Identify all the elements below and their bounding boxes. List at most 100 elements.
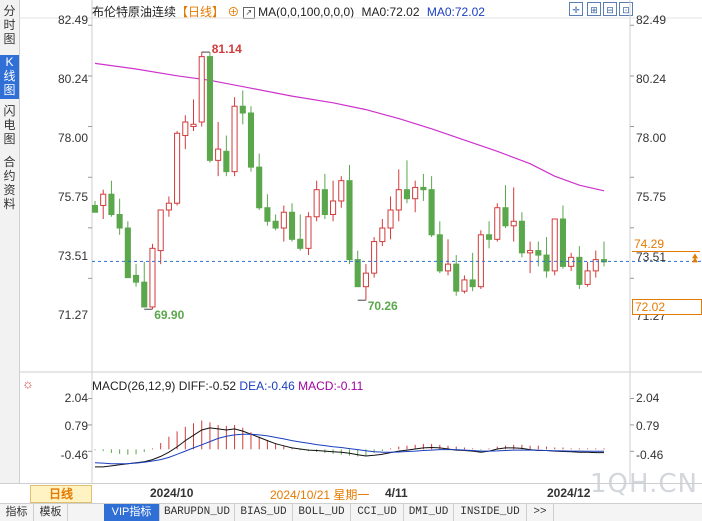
tab-cci[interactable]: CCI_UD <box>351 504 404 521</box>
candle <box>354 250 361 288</box>
tab-lightning[interactable]: 闪电图 <box>3 104 16 146</box>
candle <box>518 212 525 258</box>
candle <box>330 180 337 222</box>
candle <box>420 173 427 201</box>
candle <box>321 173 328 220</box>
candle <box>453 255 460 296</box>
tab-inside[interactable]: INSIDE_UD <box>454 504 527 521</box>
candle <box>182 115 189 150</box>
candle <box>592 250 599 278</box>
last-price-up-icon-2 <box>692 257 698 263</box>
candle-body <box>272 220 279 229</box>
tab-intraday[interactable]: 分时图 <box>3 4 16 46</box>
tab-vip-indicator[interactable]: VIP指标 <box>104 504 160 521</box>
candle <box>157 209 164 265</box>
candle-body <box>379 227 386 243</box>
candle <box>469 252 476 292</box>
candle-body <box>182 121 189 137</box>
crosshair-icon[interactable]: ✛ <box>569 2 583 16</box>
candle-body <box>510 220 517 227</box>
candle <box>215 122 222 177</box>
macd-tick-right-0: 2.04 <box>636 391 660 405</box>
candle-body <box>412 186 419 200</box>
tab-indicator[interactable]: 指标 <box>0 504 34 521</box>
candle <box>231 97 238 177</box>
y-tick-right-1: 80.24 <box>636 72 667 86</box>
candle-body <box>174 132 181 204</box>
candle-body <box>559 218 566 267</box>
candle <box>100 189 107 220</box>
macd-tick-left-1: 0.79 <box>64 419 88 433</box>
chart-grid <box>19 0 702 483</box>
candle <box>510 187 517 242</box>
candle <box>600 241 608 267</box>
add-icon[interactable]: ⊕ <box>227 5 240 19</box>
y-tick-left-5: 71.27 <box>57 308 88 322</box>
low-label-1: 69.90 <box>154 308 184 322</box>
candle <box>174 131 181 206</box>
candle-body <box>592 259 599 272</box>
candle <box>223 135 230 177</box>
candle-body <box>190 123 197 128</box>
tab-bias[interactable]: BIAS_UD <box>235 504 293 521</box>
candle-body <box>362 272 369 288</box>
candle <box>264 194 271 226</box>
candle <box>116 198 123 235</box>
chart-overlay: 81.14 69.90 70.26 <box>92 42 702 322</box>
candle-body <box>518 220 525 254</box>
candle <box>412 180 419 213</box>
candle-body <box>371 241 378 274</box>
macd-settings-icon[interactable]: ☼ <box>22 376 34 391</box>
kline-chart[interactable]: 81.14 69.90 70.26 <box>0 0 702 483</box>
tab-kline[interactable]: K线图 <box>0 55 19 99</box>
candle-body <box>551 218 558 272</box>
price-tag-ma: 74.29 <box>632 237 700 252</box>
candle <box>502 185 509 229</box>
y-tick-left-0: 82.49 <box>57 13 88 27</box>
y-tick-right-2: 78.00 <box>636 131 667 145</box>
macd-header: MACD(26,12,9) DIFF:-0.52 DEA:-0.46 MACD:… <box>92 379 363 393</box>
ma-label: MA(0,0,100,0,0,0) <box>258 5 355 19</box>
candle <box>486 221 493 249</box>
tab-more[interactable]: >> <box>527 504 554 521</box>
tab-template[interactable]: 模板 <box>34 504 68 521</box>
candle-body <box>157 209 164 252</box>
macd-tick-right-1: 0.79 <box>636 419 660 433</box>
period-label[interactable]: 【日线】 <box>176 5 225 19</box>
macd-tick-left-2: -0.46 <box>60 448 88 462</box>
candle-body <box>215 148 222 161</box>
candle-body <box>346 180 353 261</box>
macd-name: MACD(26,12,9) <box>92 379 176 393</box>
cursor-date: 2024/10/21 星期一 <box>270 488 370 502</box>
tab-boll[interactable]: BOLL_UD <box>293 504 351 521</box>
zoom-out-icon[interactable]: ⊟ <box>603 2 617 16</box>
x-label-0: 2024/10 <box>150 486 194 500</box>
low-label-2: 70.26 <box>368 299 398 313</box>
tab-barupdn[interactable]: BARUPDN_UD <box>160 504 235 521</box>
candle-body <box>124 227 131 279</box>
candle-body <box>338 180 345 202</box>
candle <box>149 243 156 310</box>
indicator-tab-bar: 指标 模板 VIP指标 BARUPDN_UD BIAS_UD BOLL_UD C… <box>0 503 702 521</box>
tab-dmi[interactable]: DMI_UD <box>404 504 454 521</box>
candle-body <box>305 216 312 249</box>
candle-body <box>428 189 435 236</box>
candle-body <box>198 56 205 123</box>
side-tab-bar: 分时图 K线图 闪电图 合约资料 <box>0 0 20 483</box>
candle-body <box>486 234 493 240</box>
zoom-in-icon[interactable]: ⊞ <box>587 2 601 16</box>
instrument-name: 布伦特原油连续 <box>92 5 177 19</box>
candle <box>395 169 402 222</box>
candle <box>403 160 411 204</box>
period-button[interactable]: 日线 <box>30 485 92 503</box>
candlestick-layer <box>91 52 608 310</box>
candle-body <box>116 213 123 229</box>
candle <box>379 219 386 247</box>
candle <box>551 218 558 276</box>
tab-contract-info[interactable]: 合约资料 <box>3 155 16 211</box>
candle-body <box>297 238 304 249</box>
candle <box>206 52 213 163</box>
ma0-value-2: MA0:72.02 <box>426 5 485 19</box>
candle-body <box>165 202 172 211</box>
ma100-line-layer <box>94 62 605 192</box>
